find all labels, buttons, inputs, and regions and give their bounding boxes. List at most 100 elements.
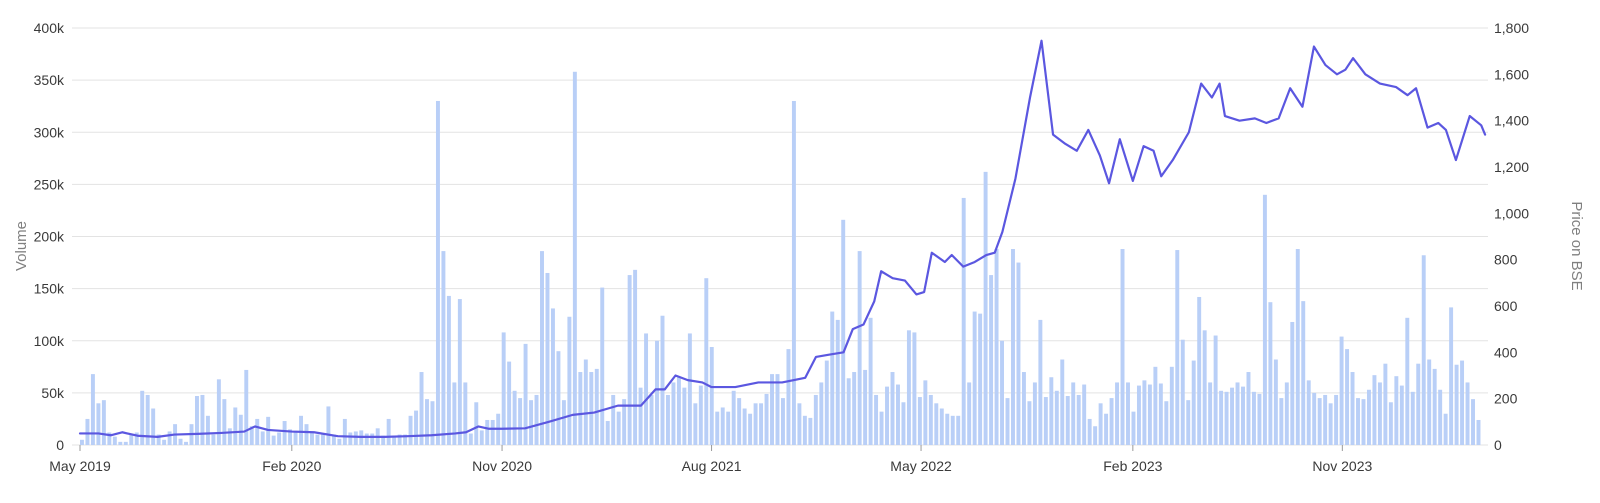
volume-bar	[222, 399, 227, 445]
volume-bar	[1197, 296, 1202, 445]
volume-bar	[167, 431, 172, 445]
volume-bar	[512, 390, 517, 445]
volume-bar	[320, 434, 325, 445]
volume-bar	[216, 379, 221, 445]
volume-bar	[299, 415, 303, 445]
volume-bars	[80, 71, 1481, 446]
right-tick-label: 1,800	[1494, 20, 1529, 36]
volume-bar	[195, 396, 199, 445]
left-tick-label: 400k	[34, 20, 65, 36]
volume-bar	[994, 249, 999, 445]
volume-bar	[1005, 398, 1010, 445]
volume-bar	[627, 275, 632, 445]
volume-bar	[348, 432, 353, 445]
volume-bar	[655, 340, 659, 445]
volume-bar	[90, 374, 95, 445]
volume-bar	[1454, 364, 1459, 445]
volume-bar	[698, 385, 703, 445]
volume-bar	[129, 434, 134, 445]
volume-bar	[293, 432, 298, 445]
volume-bar	[1410, 391, 1415, 445]
volume-bar	[846, 378, 851, 445]
volume-bar	[211, 434, 216, 445]
volume-bar	[890, 372, 895, 445]
volume-bar	[244, 369, 249, 445]
volume-bar	[1049, 377, 1054, 445]
volume-bar	[1071, 382, 1076, 445]
volume-bar	[1054, 390, 1059, 445]
volume-bar	[660, 315, 665, 445]
volume-bar	[1126, 382, 1130, 445]
volume-bar	[1443, 413, 1448, 445]
volume-bar	[425, 399, 429, 445]
volume-bar	[572, 71, 577, 445]
volume-bar	[468, 433, 473, 445]
volume-bar	[1361, 399, 1366, 445]
volume-bar	[1372, 375, 1377, 445]
volume-bar	[594, 368, 599, 445]
volume-bar	[852, 372, 857, 445]
volume-bar	[561, 400, 566, 445]
volume-bar	[156, 434, 161, 445]
volume-bar	[896, 384, 900, 445]
left-tick-label: 200k	[34, 229, 65, 245]
volume-bar	[490, 419, 495, 445]
volume-bar	[1093, 426, 1098, 445]
volume-bar	[419, 372, 424, 445]
x-tick-label: Feb 2020	[262, 458, 321, 474]
volume-bar	[764, 393, 769, 445]
volume-bar	[1027, 401, 1032, 445]
volume-bar	[282, 421, 287, 445]
volume-bar	[989, 275, 994, 445]
volume-bar	[271, 435, 276, 445]
volume-bar	[474, 402, 479, 445]
volume-bar	[326, 406, 331, 445]
volume-bar	[1339, 336, 1344, 445]
volume-bar	[1109, 398, 1114, 445]
volume-bar	[1356, 398, 1360, 445]
volume-bar	[791, 100, 796, 445]
volume-bar	[134, 432, 139, 445]
volume-bar	[260, 431, 265, 445]
volume-bar	[255, 418, 260, 445]
volume-bar	[1290, 321, 1295, 445]
left-tick-label: 0	[56, 437, 64, 453]
volume-bar	[983, 171, 988, 445]
volume-bar	[463, 382, 468, 445]
volume-bar	[162, 439, 167, 445]
volume-bar	[523, 343, 528, 445]
right-tick-label: 600	[1494, 298, 1518, 314]
grid-lines	[72, 27, 1488, 446]
volume-bar	[802, 415, 807, 445]
price-line-group	[78, 39, 1487, 438]
volume-bar	[808, 417, 813, 445]
volume-bar	[1213, 335, 1218, 445]
volume-bar	[956, 415, 961, 445]
volume-bar	[1334, 394, 1339, 445]
volume-bar	[1405, 317, 1410, 445]
volume-bar	[151, 408, 156, 445]
volume-bar	[720, 407, 725, 445]
volume-bar	[737, 398, 742, 445]
volume-bar	[1016, 262, 1021, 445]
volume-bar	[578, 372, 583, 445]
volume-bar	[1432, 368, 1437, 445]
volume-bar	[1449, 307, 1454, 445]
left-tick-label: 150k	[34, 281, 65, 297]
volume-bar	[583, 359, 588, 445]
volume-bar	[353, 431, 358, 445]
volume-bar	[233, 407, 238, 445]
volume-bar	[1246, 372, 1251, 445]
volume-bar	[392, 435, 397, 445]
volume-bar	[501, 332, 506, 445]
volume-bar	[1301, 301, 1306, 445]
volume-bar	[112, 436, 117, 445]
volume-bar	[901, 402, 906, 445]
volume-bar	[819, 382, 824, 445]
volume-bar	[1186, 400, 1191, 445]
volume-bar	[227, 428, 232, 445]
volume-bar	[742, 408, 747, 445]
volume-bar	[1180, 339, 1185, 445]
volume-bar	[1257, 393, 1262, 445]
